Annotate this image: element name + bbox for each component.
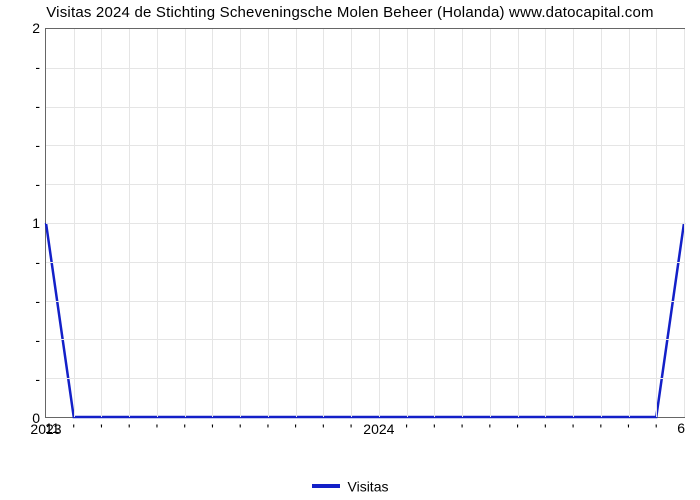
gridline-h: [46, 378, 684, 379]
gridline-h: [46, 107, 684, 108]
gridline-v: [101, 29, 102, 417]
x-tick-minor: ': [100, 421, 103, 437]
legend-label: Visitas: [348, 478, 389, 494]
outside-label-right: 6: [677, 420, 685, 436]
y-minor: -: [20, 137, 40, 153]
gridline-v: [573, 29, 574, 417]
gridline-v: [434, 29, 435, 417]
gridline-v: [323, 29, 324, 417]
gridline-v: [129, 29, 130, 417]
x-tick-minor: ': [294, 421, 297, 437]
chart-title: Visitas 2024 de Stichting Scheveningsche…: [0, 4, 700, 21]
chart-container: Visitas 2024 de Stichting Scheveningsche…: [0, 0, 700, 500]
gridline-h: [46, 184, 684, 185]
gridline-v: [407, 29, 408, 417]
x-tick-minor: ': [322, 421, 325, 437]
x-tick-minor: ': [572, 421, 575, 437]
gridline-h: [46, 301, 684, 302]
gridline-v: [212, 29, 213, 417]
legend: Visitas: [0, 477, 700, 494]
gridline-v: [545, 29, 546, 417]
gridline-v: [240, 29, 241, 417]
y-minor: -: [20, 176, 40, 192]
x-tick-minor: ': [405, 421, 408, 437]
gridline-h: [46, 145, 684, 146]
legend-swatch: [312, 484, 340, 488]
gridline-h: [46, 223, 684, 224]
x-tick-minor: ': [350, 421, 353, 437]
gridline-v: [518, 29, 519, 417]
x-tick-minor: ': [72, 421, 75, 437]
gridline-h: [46, 68, 684, 69]
plot-area: 20232024''''''''''''''''''''': [45, 28, 685, 418]
x-tick-minor: ': [599, 421, 602, 437]
x-tick-minor: ': [211, 421, 214, 437]
gridline-v: [462, 29, 463, 417]
x-tick-minor: ': [461, 421, 464, 437]
gridline-v: [601, 29, 602, 417]
x-tick-minor: ': [156, 421, 159, 437]
gridline-v: [157, 29, 158, 417]
gridline-h: [46, 262, 684, 263]
x-tick-minor: ': [128, 421, 131, 437]
gridline-v: [185, 29, 186, 417]
gridline-v: [296, 29, 297, 417]
y-minor: -: [20, 254, 40, 270]
series-line: [46, 223, 684, 417]
x-tick-minor: ': [183, 421, 186, 437]
y-minor: -: [20, 293, 40, 309]
x-tick-minor: ': [488, 421, 491, 437]
x-tick-minor: ': [544, 421, 547, 437]
gridline-v: [629, 29, 630, 417]
y-minor: -: [20, 98, 40, 114]
x-tick-major: 2023: [30, 421, 61, 437]
y-tick-1: 1: [6, 215, 40, 231]
gridline-v: [656, 29, 657, 417]
x-tick-minor: ': [239, 421, 242, 437]
y-tick-2: 2: [6, 20, 40, 36]
y-minor: -: [20, 332, 40, 348]
x-tick-minor: ': [433, 421, 436, 437]
y-minor: -: [20, 59, 40, 75]
x-tick-major: 2024: [363, 421, 394, 437]
x-tick-minor: ': [516, 421, 519, 437]
gridline-v: [351, 29, 352, 417]
x-tick-minor: ': [267, 421, 270, 437]
gridline-v: [490, 29, 491, 417]
gridline-v: [684, 29, 685, 417]
x-tick-minor: ': [627, 421, 630, 437]
gridline-v: [74, 29, 75, 417]
gridline-v: [268, 29, 269, 417]
gridline-h: [46, 339, 684, 340]
x-tick-minor: ': [655, 421, 658, 437]
y-minor: -: [20, 371, 40, 387]
gridline-v: [379, 29, 380, 417]
